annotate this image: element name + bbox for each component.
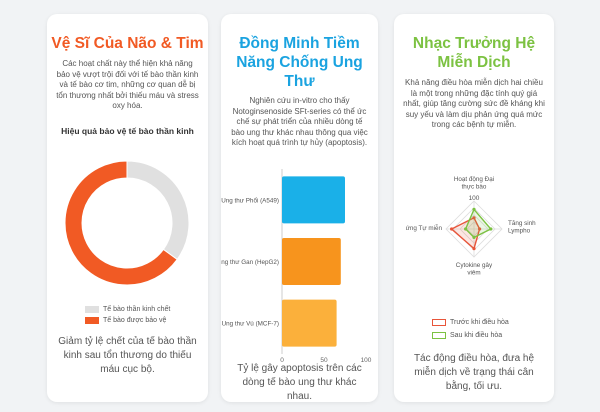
- x-tick-label: 50: [320, 357, 328, 364]
- axis-label: ứng Tự miễn: [406, 223, 443, 232]
- legend-label: Tế bào được bảo vệ: [103, 317, 167, 324]
- title-line: Năng Chống Ung: [236, 54, 363, 71]
- card-footer: Tỷ lệ gây apoptosis trên các dòng tế bào…: [237, 363, 362, 402]
- series-point: [450, 227, 454, 231]
- series-point: [472, 207, 476, 211]
- card-description: Các hoạt chất này thể hiện khả năng bảo …: [56, 59, 199, 110]
- axis-label: Lympho: [508, 228, 531, 235]
- legend-label: Tế bào thần kinh chết: [103, 306, 171, 313]
- chart-title: Hiệu quả bảo vệ tế bào thần kinh: [61, 126, 194, 136]
- legend-item-dead: Tế bào thần kinh chết: [85, 306, 170, 313]
- bar: [282, 299, 337, 347]
- donut-slice-dead: [126, 160, 190, 261]
- bar: [282, 238, 341, 285]
- legend-item-after: Sau khi điều hòa: [432, 332, 502, 339]
- donut-slice-protected: [64, 160, 178, 286]
- legend-item-before: Trước khi điều hòa: [432, 319, 509, 326]
- series-point: [478, 227, 482, 231]
- legend-swatch: [432, 332, 446, 339]
- x-tick-label: 0: [280, 357, 284, 364]
- immune-card: Nhạc Trưởng Hệ Miễn Dịch Khả năng điều h…: [394, 14, 554, 402]
- x-tick-label: 100: [361, 357, 372, 364]
- donut-chart: [64, 160, 190, 286]
- card-description: Nghiên cứu in-vitro cho thấy Notoginseno…: [231, 96, 368, 147]
- series-point: [464, 227, 468, 231]
- card-description: Khả năng điều hòa miễn dịch hai chiều là…: [403, 78, 545, 129]
- category-label: Ung thư Vú (MCF-7): [222, 321, 279, 328]
- title-line: Thư: [284, 73, 315, 90]
- bar: [282, 176, 345, 224]
- card-footer: Giảm tỷ lệ chết của tế bào thần kinh sau…: [58, 336, 197, 375]
- anticancer-card: Đồng Minh Tiềm Năng Chống Ung Thư Nghiên…: [221, 14, 378, 402]
- neuro-cardio-card: Vệ Sĩ Của Não & Tim Các hoạt chất này th…: [47, 14, 208, 402]
- bar-chart: Ung thư Phổi (A549) Ung thư Gan (HepG2) Un…: [221, 169, 372, 364]
- title-line: Đồng Minh Tiềm: [239, 35, 360, 52]
- card-title: Vệ Sĩ Của Não & Tim: [51, 35, 204, 52]
- series-point: [472, 235, 476, 239]
- title-line: Miễn Dịch: [437, 54, 511, 71]
- category-label: Ung thư Phổi (A549): [221, 196, 279, 204]
- card-title: Nhạc Trưởng Hệ Miễn Dịch: [394, 34, 554, 72]
- axis-label: Cytokine gây: [456, 262, 493, 269]
- legend-swatch: [432, 319, 446, 326]
- series-point: [472, 247, 476, 251]
- category-label: Ung thư Gan (HepG2): [221, 259, 279, 266]
- legend-label: Sau khi điều hòa: [450, 332, 503, 339]
- legend-swatch: [85, 306, 99, 313]
- legend-item-protected: Tế bào được bảo vệ: [85, 317, 166, 324]
- card-title: Đồng Minh Tiềm Năng Chống Ung Thư: [221, 34, 378, 91]
- axis-label: thực bào: [462, 184, 487, 191]
- axis-label: viêm: [467, 270, 480, 277]
- radial-tick-label: 100: [469, 195, 480, 202]
- series-point: [472, 216, 476, 220]
- card-footer: Tác động điều hòa, đưa hệ miễn dịch về t…: [413, 353, 535, 392]
- axis-label: Hoạt động Đại: [454, 176, 494, 183]
- title-line: Nhạc Trưởng Hệ: [412, 35, 536, 52]
- axis-label: Tăng sinh: [508, 220, 536, 227]
- legend-label: Trước khi điều hòa: [450, 319, 509, 326]
- legend-swatch: [85, 317, 99, 324]
- series-point: [489, 227, 493, 231]
